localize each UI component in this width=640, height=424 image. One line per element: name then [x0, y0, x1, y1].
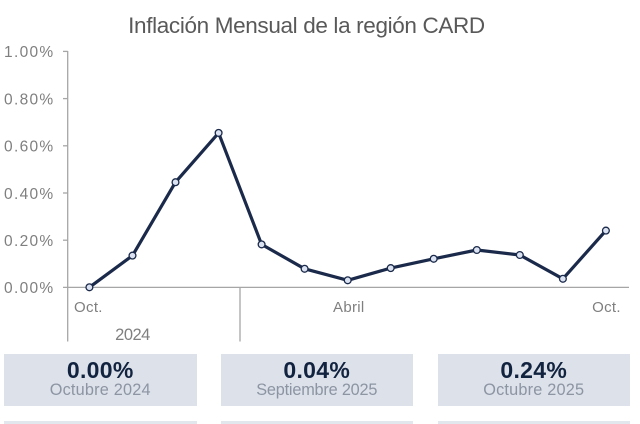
svg-text:0.60%: 0.60% [4, 139, 54, 156]
svg-text:Oct.: Oct. [74, 299, 103, 316]
svg-text:Inflación Mensual de la región: Inflación Mensual de la región CARD [128, 13, 485, 38]
svg-text:0.80%: 0.80% [4, 91, 54, 108]
svg-text:Abril: Abril [333, 299, 365, 316]
svg-text:0.40%: 0.40% [4, 186, 54, 203]
svg-text:0.00%: 0.00% [4, 280, 54, 297]
svg-text:0.20%: 0.20% [4, 233, 54, 250]
svg-text:2024: 2024 [115, 326, 150, 344]
svg-text:1.00%: 1.00% [4, 44, 54, 61]
svg-text:Oct.: Oct. [592, 299, 621, 316]
